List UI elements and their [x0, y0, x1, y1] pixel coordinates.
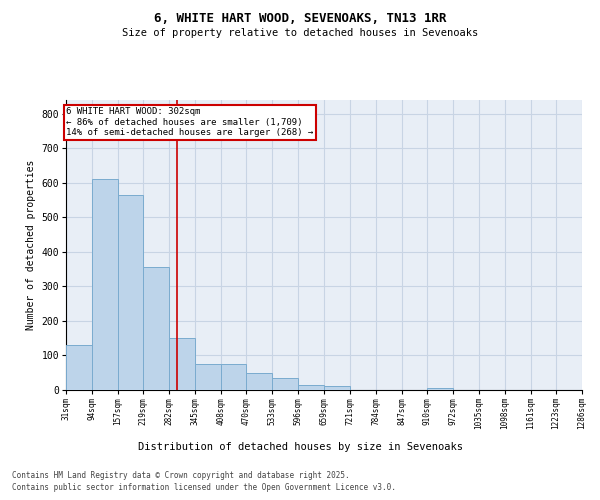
Bar: [221, 364, 247, 390]
Text: 6, WHITE HART WOOD, SEVENOAKS, TN13 1RR: 6, WHITE HART WOOD, SEVENOAKS, TN13 1RR: [154, 12, 446, 26]
Bar: [272, 378, 298, 390]
Bar: [169, 338, 195, 390]
Bar: [66, 345, 92, 390]
Text: Contains public sector information licensed under the Open Government Licence v3: Contains public sector information licen…: [12, 484, 396, 492]
Text: 6 WHITE HART WOOD: 302sqm
← 86% of detached houses are smaller (1,709)
14% of se: 6 WHITE HART WOOD: 302sqm ← 86% of detac…: [67, 108, 314, 137]
Bar: [143, 268, 169, 390]
Text: Distribution of detached houses by size in Sevenoaks: Distribution of detached houses by size …: [137, 442, 463, 452]
Y-axis label: Number of detached properties: Number of detached properties: [26, 160, 36, 330]
Bar: [195, 364, 221, 390]
Text: Size of property relative to detached houses in Sevenoaks: Size of property relative to detached ho…: [122, 28, 478, 38]
Bar: [324, 386, 350, 390]
Text: Contains HM Land Registry data © Crown copyright and database right 2025.: Contains HM Land Registry data © Crown c…: [12, 471, 350, 480]
Bar: [92, 180, 118, 390]
Bar: [247, 372, 272, 390]
Bar: [427, 388, 453, 390]
Bar: [298, 385, 324, 390]
Bar: [118, 195, 143, 390]
